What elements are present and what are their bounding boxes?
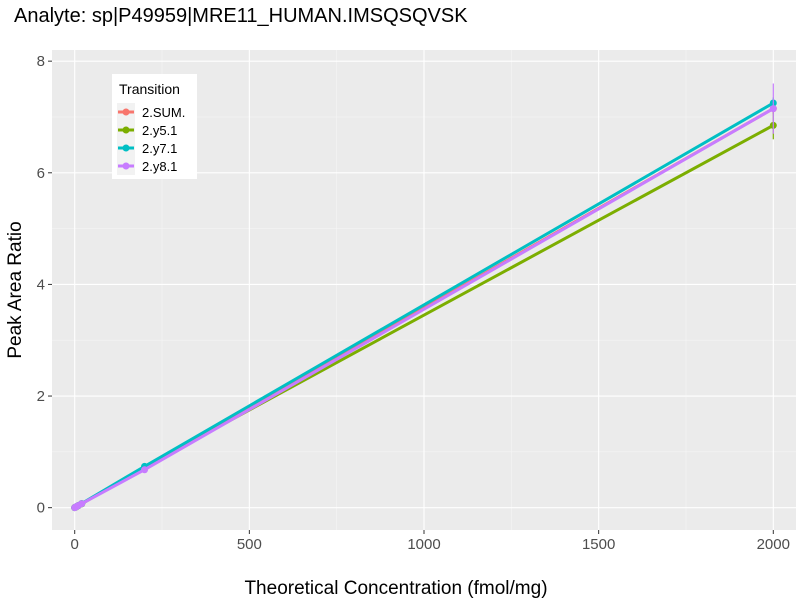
legend-title: Transition bbox=[119, 81, 180, 97]
x-tick-label: 1500 bbox=[582, 536, 615, 553]
legend-item: 2.y5.1 bbox=[117, 121, 177, 139]
legend-label: 2.y5.1 bbox=[142, 123, 177, 138]
data-point bbox=[769, 105, 777, 113]
legend-key-point bbox=[122, 162, 130, 170]
legend-label: 2.y8.1 bbox=[142, 159, 177, 174]
y-axis-ticks: 0 2 4 6 8 bbox=[37, 53, 52, 517]
legend: Transition 2.SUM. 2.y5.1 2.y7.1 2.y8.1 bbox=[112, 74, 197, 179]
data-point bbox=[141, 466, 149, 474]
y-axis-title: Peak Area Ratio bbox=[5, 221, 26, 358]
x-axis-title: Theoretical Concentration (fmol/mg) bbox=[244, 578, 547, 599]
legend-key-point bbox=[122, 144, 130, 152]
y-tick-label: 8 bbox=[37, 53, 45, 70]
legend-item: 2.SUM. bbox=[117, 103, 185, 121]
x-tick-label: 500 bbox=[237, 536, 262, 553]
y-tick-label: 6 bbox=[37, 165, 45, 182]
x-tick-label: 1000 bbox=[407, 536, 440, 553]
x-tick-label: 2000 bbox=[757, 536, 790, 553]
y-tick-label: 0 bbox=[37, 500, 45, 517]
x-axis-ticks: 0 500 1000 1500 2000 bbox=[71, 530, 790, 553]
series-layer bbox=[71, 83, 777, 512]
series-4 bbox=[71, 83, 777, 512]
chart-title: Analyte: sp|P49959|MRE11_HUMAN.IMSQSQVSK bbox=[14, 5, 468, 27]
major-gridlines bbox=[52, 50, 796, 530]
y-tick-label: 2 bbox=[37, 388, 45, 405]
legend-key-point bbox=[122, 108, 130, 116]
x-tick-label: 0 bbox=[71, 536, 79, 553]
legend-label: 2.SUM. bbox=[142, 105, 185, 120]
legend-key-point bbox=[122, 126, 130, 134]
legend-item: 2.y8.1 bbox=[117, 157, 177, 175]
data-point bbox=[78, 500, 86, 508]
legend-items: 2.SUM. 2.y5.1 2.y7.1 2.y8.1 bbox=[117, 103, 185, 175]
legend-item: 2.y7.1 bbox=[117, 139, 177, 157]
y-tick-label: 4 bbox=[37, 276, 45, 293]
legend-label: 2.y7.1 bbox=[142, 141, 177, 156]
